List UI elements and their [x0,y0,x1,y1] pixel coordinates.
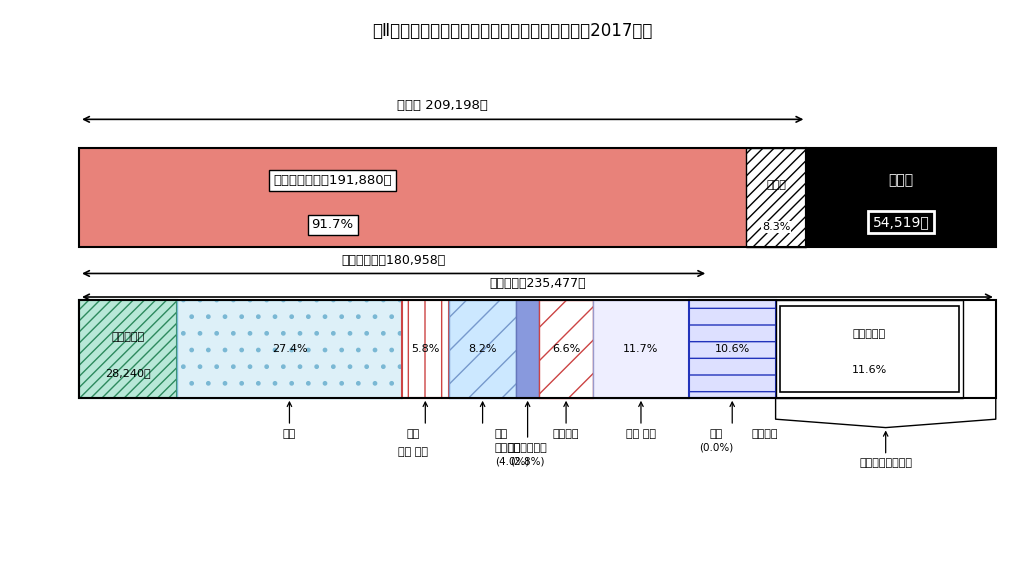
Bar [177,300,401,398]
Bar [593,300,689,398]
Text: 6.6%: 6.6% [552,344,581,354]
Text: 11.6%: 11.6% [852,366,887,375]
Text: 実収入 209,198円: 実収入 209,198円 [397,99,488,112]
Bar [779,306,958,392]
Text: 光熱 水道: 光熱 水道 [398,447,428,457]
Bar [539,300,593,398]
Text: 可処分所得　180,958円: 可処分所得 180,958円 [342,254,445,267]
Bar [450,300,516,398]
Text: 被服及び履物: 被服及び履物 [508,443,548,453]
Text: 22.9%: 22.9% [852,344,887,354]
Text: (0.0%): (0.0%) [698,443,733,453]
Text: 社会保障給付　191,880円: 社会保障給付 191,880円 [273,174,392,187]
Text: 28,240円: 28,240円 [105,368,152,379]
Text: その他の消費支出: その他の消費支出 [859,458,912,469]
Text: 5.8%: 5.8% [411,344,439,354]
Bar [746,148,806,247]
Text: 非消費支出: 非消費支出 [112,332,144,342]
Text: 保健医療: 保健医療 [553,428,580,439]
Bar [79,300,177,398]
Text: 食料: 食料 [283,428,296,439]
Text: 27.4%: 27.4% [271,344,307,354]
Bar [401,300,450,398]
Text: 8.3%: 8.3% [762,222,791,232]
Text: 教養娯楽: 教養娯楽 [752,428,778,439]
Bar [689,300,775,398]
Bar [79,148,806,247]
Bar [516,300,539,398]
Bar [806,148,995,247]
Text: (2.8%): (2.8%) [510,457,545,467]
Text: (4.0%): (4.0%) [495,457,529,467]
Text: うち交際費: うち交際費 [853,329,886,339]
Text: 住居: 住居 [407,428,420,439]
Text: 54,519円: 54,519円 [872,215,930,229]
Text: 家事用品: 家事用品 [495,443,521,453]
Text: 91.7%: 91.7% [311,218,353,231]
Bar [79,300,995,398]
Bar [775,300,963,398]
Text: 図Ⅱ－１－４　高齢夫婦無職世帯の家計收支　－2017年－: 図Ⅱ－１－４ 高齢夫婦無職世帯の家計收支 －2017年－ [372,23,652,40]
Text: 8.2%: 8.2% [468,344,497,354]
Text: 家具: 家具 [495,428,508,439]
Text: 交通 通信: 交通 通信 [626,428,656,439]
Text: 教育: 教育 [710,428,723,439]
Text: 消費支出　235,477円: 消費支出 235,477円 [489,277,586,290]
Text: 11.7%: 11.7% [624,344,658,354]
Bar [79,148,746,247]
Text: 10.6%: 10.6% [715,344,750,354]
Text: 不足分: 不足分 [889,173,913,187]
Text: その他: その他 [766,180,786,190]
